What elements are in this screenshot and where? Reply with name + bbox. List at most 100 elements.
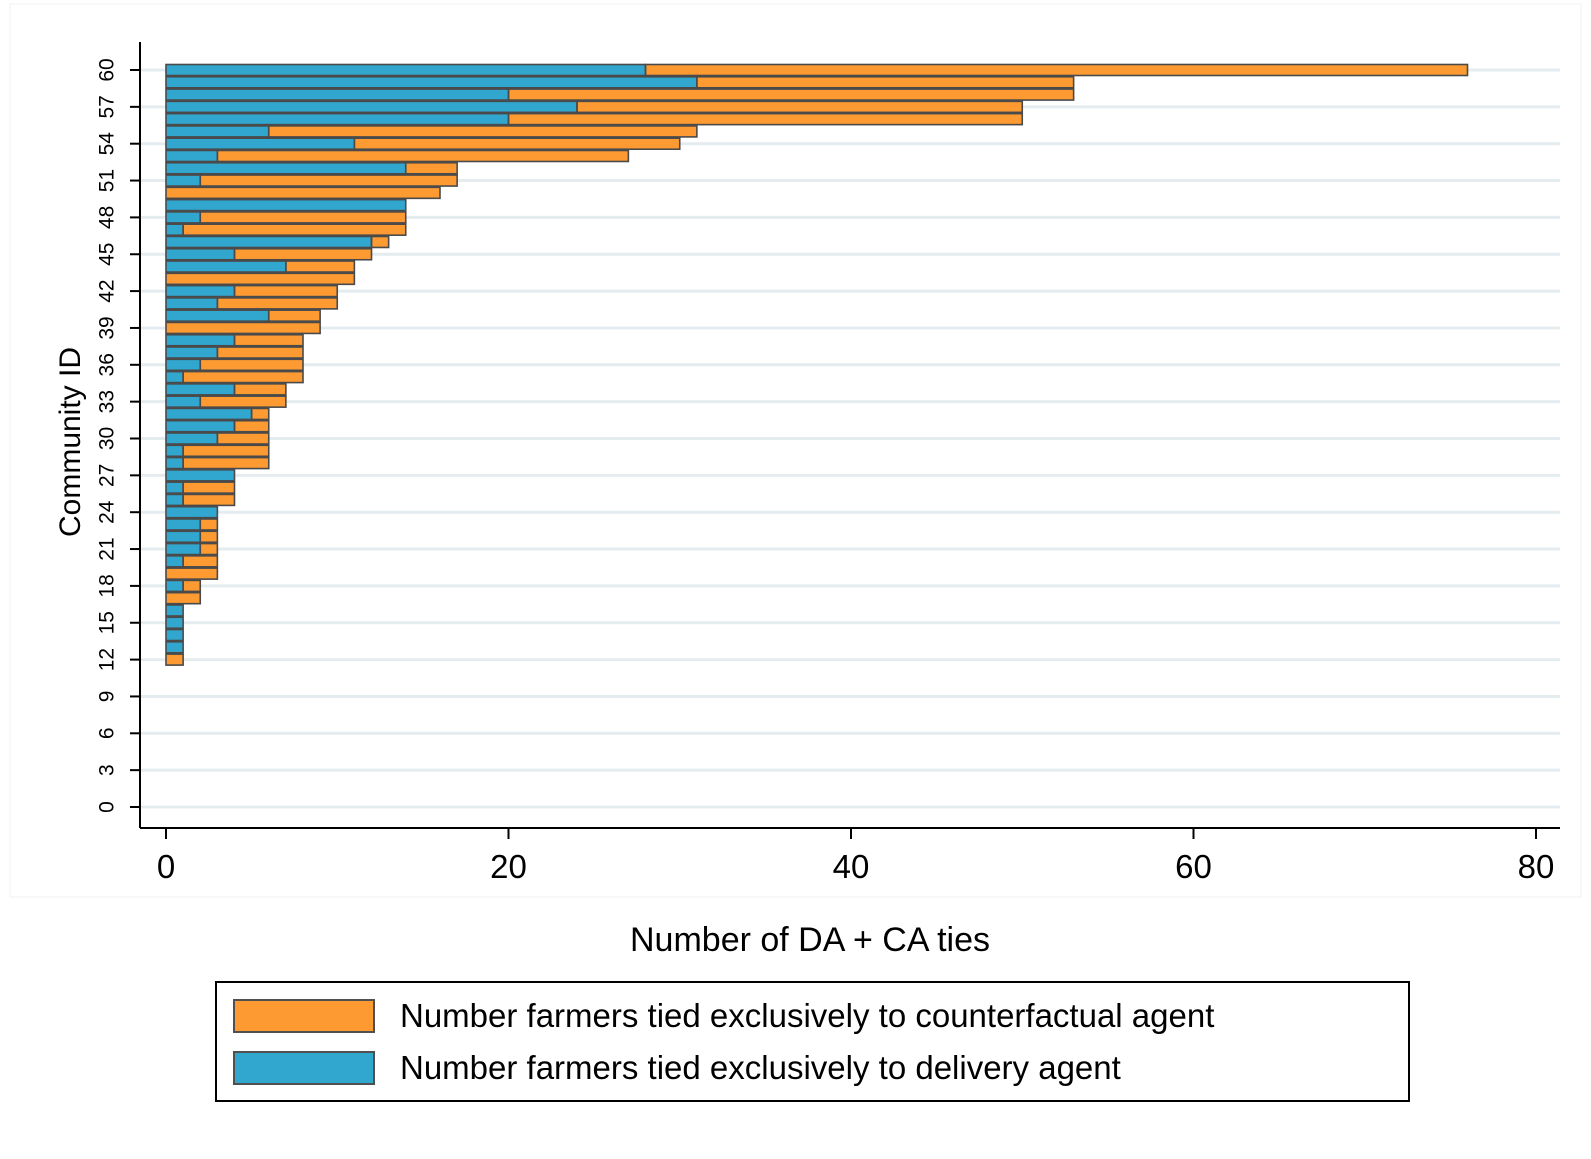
- bar-counterfactual-58: [508, 89, 1074, 101]
- bar-counterfactual-37: [217, 347, 303, 359]
- bar-outline-counterfactual-55: [267, 125, 698, 138]
- bar-counterfactual-60: [645, 64, 1468, 76]
- bar-outline-counterfactual-43: [165, 272, 356, 286]
- y-tick-label-33: 33: [96, 390, 119, 413]
- bar-counterfactual-23: [200, 518, 218, 530]
- bar-counterfactual-29: [183, 445, 269, 457]
- bar-delivery-42: [166, 285, 235, 297]
- bar-outline-counterfactual-34: [233, 383, 287, 396]
- bar-counterfactual-35: [183, 371, 303, 383]
- x-axis-title: Number of DA + CA ties: [630, 921, 990, 959]
- bar-outline-counterfactual-21: [199, 542, 219, 556]
- legend-swatch-delivery: [233, 1051, 375, 1085]
- bar-delivery-49: [166, 199, 406, 211]
- bar-delivery-44: [166, 261, 286, 273]
- bar-delivery-58: [166, 89, 509, 101]
- bar-delivery-47: [166, 224, 184, 236]
- y-tick-label-6: 6: [96, 727, 119, 739]
- bar-delivery-32: [166, 408, 252, 420]
- bar-counterfactual-33: [200, 396, 286, 408]
- bar-delivery-59: [166, 76, 697, 88]
- bar-counterfactual-59: [696, 76, 1074, 88]
- bar-delivery-51: [166, 175, 201, 187]
- y-tick-label-21: 21: [96, 537, 119, 560]
- bar-counterfactual-41: [217, 297, 338, 309]
- bar-outline-counterfactual-38: [233, 333, 304, 347]
- bar-delivery-26: [166, 482, 184, 494]
- bar-delivery-60: [166, 64, 646, 76]
- bar-delivery-40: [166, 310, 269, 322]
- bar-delivery-34: [166, 383, 235, 395]
- bar-counterfactual-38: [234, 334, 303, 346]
- bar-counterfactual-22: [200, 531, 218, 543]
- bar-outline-counterfactual-52: [404, 161, 458, 175]
- bar-outline-delivery-16: [165, 604, 184, 617]
- y-axis-title: Community ID: [54, 347, 87, 537]
- bar-outline-counterfactual-46: [370, 235, 390, 249]
- y-tick-label-15: 15: [96, 611, 119, 634]
- y-tick-label-0: 0: [96, 801, 119, 813]
- legend: Number farmers tied exclusively to count…: [215, 981, 1410, 1102]
- x-tick-label-0: 0: [157, 848, 175, 885]
- bar-outline-counterfactual-31: [233, 419, 270, 433]
- bar-outline-counterfactual-35: [182, 370, 304, 384]
- bar-counterfactual-52: [405, 162, 458, 174]
- bar-counterfactual-48: [200, 211, 406, 223]
- bar-outline-delivery-13: [165, 641, 184, 654]
- x-tick-label-20: 20: [490, 848, 527, 885]
- bar-delivery-54: [166, 138, 355, 150]
- bar-counterfactual-57: [577, 101, 1023, 113]
- bar-counterfactual-28: [183, 457, 269, 469]
- bar-outline-counterfactual-60: [644, 63, 1469, 77]
- bar-delivery-38: [166, 334, 235, 346]
- bar-delivery-23: [166, 518, 201, 530]
- y-tick-label-39: 39: [96, 316, 119, 339]
- bar-outline-counterfactual-25: [182, 493, 236, 507]
- bar-counterfactual-53: [217, 150, 629, 162]
- bar-delivery-22: [166, 531, 201, 543]
- bar-delivery-24: [166, 506, 218, 518]
- bar-outline-counterfactual-40: [267, 309, 321, 322]
- bar-delivery-16: [166, 604, 184, 616]
- bar-counterfactual-34: [234, 383, 286, 395]
- legend-item-counterfactual: Number farmers tied exclusively to count…: [233, 997, 1214, 1035]
- bar-counterfactual-21: [200, 543, 218, 555]
- bar-counterfactual-44: [285, 261, 355, 273]
- legend-label-delivery: Number farmers tied exclusively to deliv…: [400, 1049, 1121, 1086]
- bar-delivery-14: [166, 629, 184, 641]
- y-tick-label-51: 51: [96, 169, 119, 192]
- bar-counterfactual-36: [200, 359, 303, 371]
- bar-delivery-13: [166, 641, 184, 653]
- bar-delivery-48: [166, 211, 201, 223]
- bar-outline-delivery-24: [165, 505, 219, 519]
- bar-delivery-45: [166, 248, 235, 260]
- bar-counterfactual-18: [183, 580, 201, 592]
- bar-outline-delivery-49: [165, 198, 407, 212]
- x-tick-label-80: 80: [1518, 848, 1555, 885]
- bar-outline-counterfactual-23: [199, 518, 219, 531]
- bar-outline-counterfactual-45: [233, 247, 373, 261]
- bar-outline-counterfactual-36: [199, 358, 304, 372]
- bar-outline-counterfactual-32: [250, 407, 270, 421]
- bar-counterfactual-25: [183, 494, 235, 506]
- bar-outline-counterfactual-19: [165, 567, 219, 580]
- y-tick-label-48: 48: [96, 206, 119, 229]
- legend-label-counterfactual: Number farmers tied exclusively to count…: [400, 997, 1215, 1034]
- legend-item-delivery: Number farmers tied exclusively to deliv…: [233, 1049, 1121, 1087]
- bar-delivery-52: [166, 162, 406, 174]
- bar-outline-counterfactual-57: [576, 100, 1024, 114]
- bar-outline-counterfactual-29: [182, 444, 270, 458]
- bar-outline-counterfactual-44: [285, 260, 356, 273]
- bar-delivery-31: [166, 420, 235, 432]
- bars: [165, 63, 1469, 666]
- bar-counterfactual-26: [183, 482, 235, 494]
- bar-counterfactual-51: [200, 175, 458, 187]
- bar-outline-counterfactual-39: [165, 321, 321, 335]
- y-tick-label-30: 30: [96, 427, 119, 450]
- bar-outline-counterfactual-53: [216, 149, 630, 163]
- bar-outline-counterfactual-59: [696, 75, 1075, 89]
- bar-counterfactual-45: [234, 248, 372, 260]
- x-tick-label-40: 40: [833, 848, 870, 885]
